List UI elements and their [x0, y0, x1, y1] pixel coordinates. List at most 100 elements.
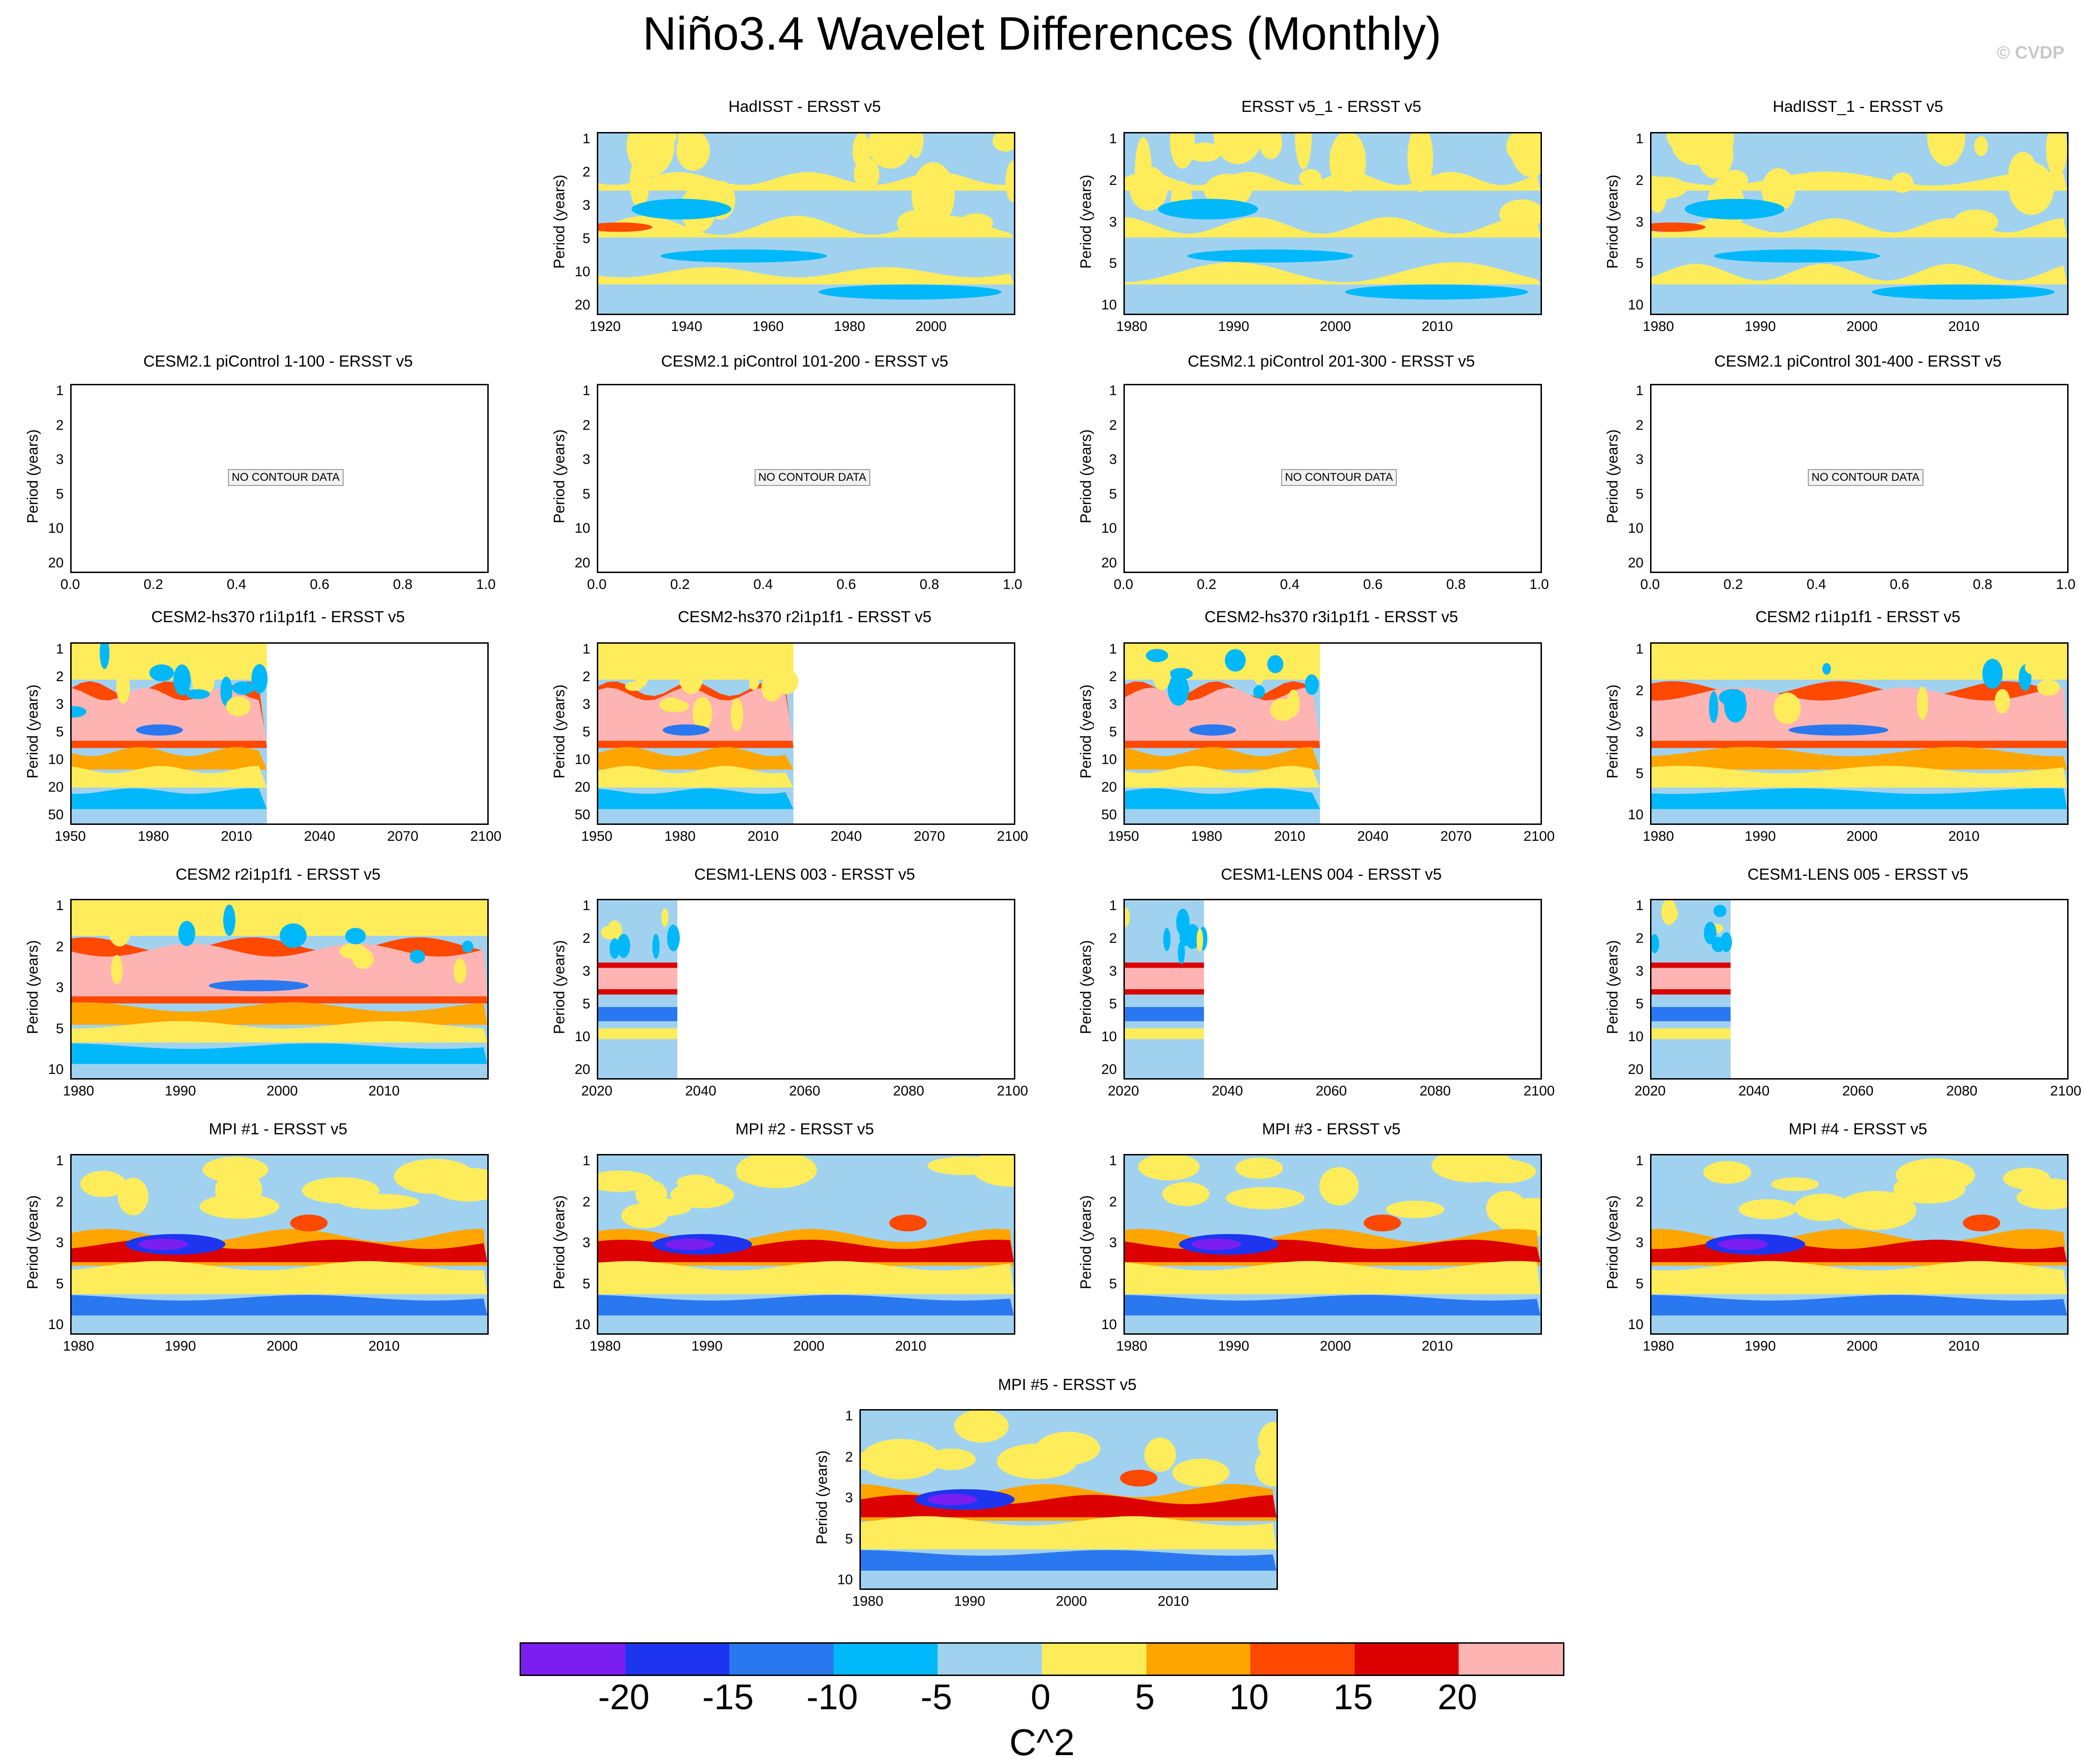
field-blob — [1158, 198, 1258, 220]
y-tick-label: 1 — [582, 383, 590, 398]
x-tick-label: 2010 — [1422, 1338, 1453, 1354]
y-tick-label: 5 — [582, 724, 590, 740]
wavelet-field — [598, 133, 1014, 314]
wavelet-field — [1125, 1155, 1541, 1333]
y-tick-label: 50 — [48, 807, 64, 823]
x-tick-label: 2100 — [997, 1083, 1028, 1099]
field-blob — [1709, 691, 1718, 723]
y-tick-label: 3 — [1636, 452, 1644, 468]
y-tick-label: 1 — [1636, 383, 1644, 398]
field-blob — [100, 644, 110, 669]
wavelet-svg — [1125, 644, 1320, 823]
colorbar-tick-label: 15 — [1333, 1677, 1373, 1717]
x-tick-label: 1940 — [671, 319, 703, 334]
y-axis-label: Period (years) — [1077, 940, 1094, 1034]
field-band — [1125, 262, 1541, 285]
x-tick-label: 2100 — [1523, 1083, 1555, 1099]
x-tick-label: 2000 — [266, 1338, 298, 1354]
field-band — [1125, 284, 1541, 308]
y-tick-label: 3 — [1109, 963, 1117, 979]
panel-title: MPI #3 - ERSST v5 — [1262, 1120, 1401, 1138]
field-band — [598, 747, 793, 770]
field-band — [72, 943, 487, 997]
field-blob — [678, 133, 703, 168]
x-tick-label: 1990 — [1744, 1338, 1776, 1354]
x-tick-label: 0.2 — [1723, 577, 1743, 592]
plot-area — [597, 642, 1015, 825]
field-blob — [665, 1239, 715, 1250]
field-band — [1651, 747, 2067, 770]
colorbar-cell — [625, 1644, 730, 1675]
x-tick-label: 1990 — [1744, 829, 1776, 844]
y-tick-label: 10 — [1101, 752, 1117, 767]
field-blob — [2037, 679, 2060, 696]
field-blob — [218, 644, 233, 672]
field-band — [1125, 788, 1320, 809]
wavelet-svg — [1651, 1155, 2067, 1333]
field-blob — [1651, 934, 1659, 953]
field-band — [72, 765, 267, 788]
wavelet-panel: CESM2-hs370 r2i1p1f1 - ERSST v5 Period (y… — [527, 608, 1083, 864]
field-blob — [971, 1155, 1014, 1187]
field-blob — [908, 133, 924, 158]
x-tick-label: 1980 — [852, 1594, 884, 1609]
field-blob — [1506, 133, 1533, 162]
wavelet-field — [1125, 644, 1320, 823]
y-tick-label: 1 — [1109, 131, 1117, 147]
wavelet-panel: CESM2.1 piControl 101-200 - ERSST v5 NO C… — [527, 352, 1083, 612]
panel-title: CESM2-hs370 r1i1p1f1 - ERSST v5 — [151, 608, 405, 626]
field-band — [1125, 1028, 1204, 1039]
y-tick-label: 50 — [1101, 807, 1117, 823]
field-blob — [80, 1170, 126, 1198]
wavelet-svg — [861, 1411, 1277, 1588]
field-blob — [1267, 655, 1284, 673]
field-blob — [652, 933, 660, 959]
x-tick-label: 2040 — [685, 1083, 717, 1099]
x-tick-label: 1950 — [581, 829, 613, 844]
x-tick-label: 0.8 — [1446, 577, 1466, 592]
wavelet-field — [861, 1411, 1277, 1588]
x-tick-label: 2010 — [1948, 319, 1980, 334]
panel-title: MPI #2 - ERSST v5 — [735, 1120, 874, 1138]
y-tick-label: 1 — [56, 383, 64, 398]
x-tick-label: 0.8 — [393, 577, 413, 592]
field-blob — [1191, 1239, 1241, 1250]
x-tick-label: 0.4 — [1806, 577, 1827, 592]
plot-area: NO CONTOUR DATA — [1650, 384, 2069, 573]
y-tick-label: 5 — [582, 231, 590, 246]
field-band — [598, 1007, 677, 1022]
field-blob — [173, 664, 191, 696]
field-band — [1651, 289, 2067, 308]
field-band — [1651, 788, 2067, 809]
y-tick-label: 5 — [1636, 765, 1644, 781]
plot-area — [1123, 642, 1542, 825]
plot-area — [859, 1409, 1278, 1590]
y-tick-label: 1 — [582, 131, 590, 147]
colorbar-cell — [938, 1644, 1042, 1675]
field-band — [598, 1295, 1014, 1316]
y-tick-label: 3 — [582, 697, 590, 712]
y-tick-label: 5 — [582, 996, 590, 1012]
field-band — [1651, 1295, 2067, 1316]
x-tick-label: 1.0 — [2056, 577, 2076, 592]
x-tick-label: 1980 — [1643, 829, 1674, 844]
y-tick-label: 10 — [1628, 1317, 1644, 1332]
panel-title: HadISST_1 - ERSST v5 — [1772, 98, 1944, 116]
y-axis-label: Period (years) — [1077, 429, 1094, 523]
field-blob — [1407, 133, 1433, 192]
x-tick-label: 2010 — [1158, 1594, 1189, 1609]
field-blob — [1138, 1155, 1200, 1181]
field-blob — [1794, 1193, 1850, 1221]
plot-area: NO CONTOUR DATA — [70, 384, 489, 573]
y-tick-label: 5 — [845, 1531, 853, 1547]
field-blob — [1720, 932, 1732, 952]
field-blob — [1724, 689, 1747, 723]
panel-title: CESM2.1 piControl 101-200 - ERSST v5 — [661, 353, 948, 370]
field-blob — [1761, 168, 1796, 212]
x-tick-label: 2010 — [368, 1083, 400, 1099]
field-band — [598, 267, 1014, 285]
y-tick-label: 10 — [1628, 1029, 1644, 1044]
x-tick-label: 2070 — [914, 829, 945, 844]
field-band — [72, 1043, 487, 1064]
field-blob — [1661, 900, 1677, 925]
